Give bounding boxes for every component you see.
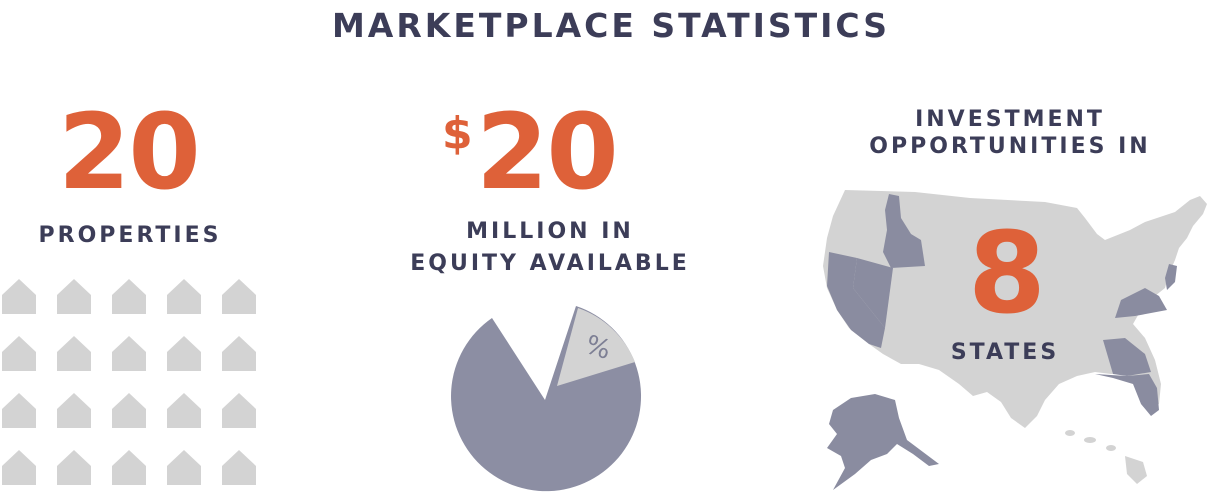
house-icon-grid bbox=[2, 279, 256, 485]
house-icon bbox=[112, 279, 146, 314]
house-icon bbox=[167, 450, 201, 485]
equity-pie-icon: % bbox=[451, 306, 642, 492]
state-virginia bbox=[1115, 288, 1167, 318]
house-icon bbox=[57, 279, 91, 314]
house-icon bbox=[112, 450, 146, 485]
house-icon bbox=[112, 393, 146, 428]
investment-label-line1: INVESTMENT bbox=[915, 107, 1105, 132]
alaska bbox=[827, 394, 939, 490]
equity-label-line1: MILLION IN bbox=[466, 219, 634, 244]
state-idaho bbox=[883, 194, 925, 268]
state-california bbox=[827, 252, 885, 348]
house-icon bbox=[167, 336, 201, 371]
states-count: 8 bbox=[968, 209, 1046, 339]
investment-label-line2: OPPORTUNITIES IN bbox=[869, 134, 1151, 159]
hawaii-island-3 bbox=[1106, 445, 1116, 451]
equity-label-line2: EQUITY AVAILABLE bbox=[410, 251, 690, 276]
properties-count: 20 bbox=[58, 91, 201, 213]
house-icon bbox=[57, 336, 91, 371]
house-icon bbox=[222, 336, 256, 371]
house-icon bbox=[167, 393, 201, 428]
house-icon bbox=[2, 336, 36, 371]
state-new-jersey bbox=[1165, 264, 1177, 290]
state-florida bbox=[1095, 374, 1159, 416]
states-label: STATES bbox=[950, 340, 1060, 365]
properties-label: PROPERTIES bbox=[38, 223, 222, 248]
hawaii-island-1 bbox=[1065, 430, 1075, 436]
hawaii-island-4 bbox=[1125, 456, 1147, 484]
house-icon bbox=[112, 336, 146, 371]
house-icon bbox=[2, 279, 36, 314]
equity-amount: 20 bbox=[476, 91, 619, 213]
house-icon bbox=[57, 393, 91, 428]
pie-percent-slice bbox=[557, 308, 635, 386]
state-georgia bbox=[1103, 338, 1151, 376]
currency-symbol: $ bbox=[442, 108, 473, 159]
house-icon bbox=[57, 450, 91, 485]
us-map bbox=[823, 190, 1207, 490]
hawaii-island-2 bbox=[1084, 437, 1096, 443]
house-icon bbox=[222, 393, 256, 428]
house-icon bbox=[2, 393, 36, 428]
house-icon bbox=[167, 279, 201, 314]
house-icon bbox=[222, 450, 256, 485]
house-icon bbox=[2, 450, 36, 485]
page-title: MARKETPLACE STATISTICS bbox=[331, 6, 891, 45]
house-icon bbox=[222, 279, 256, 314]
state-nevada bbox=[853, 258, 893, 328]
